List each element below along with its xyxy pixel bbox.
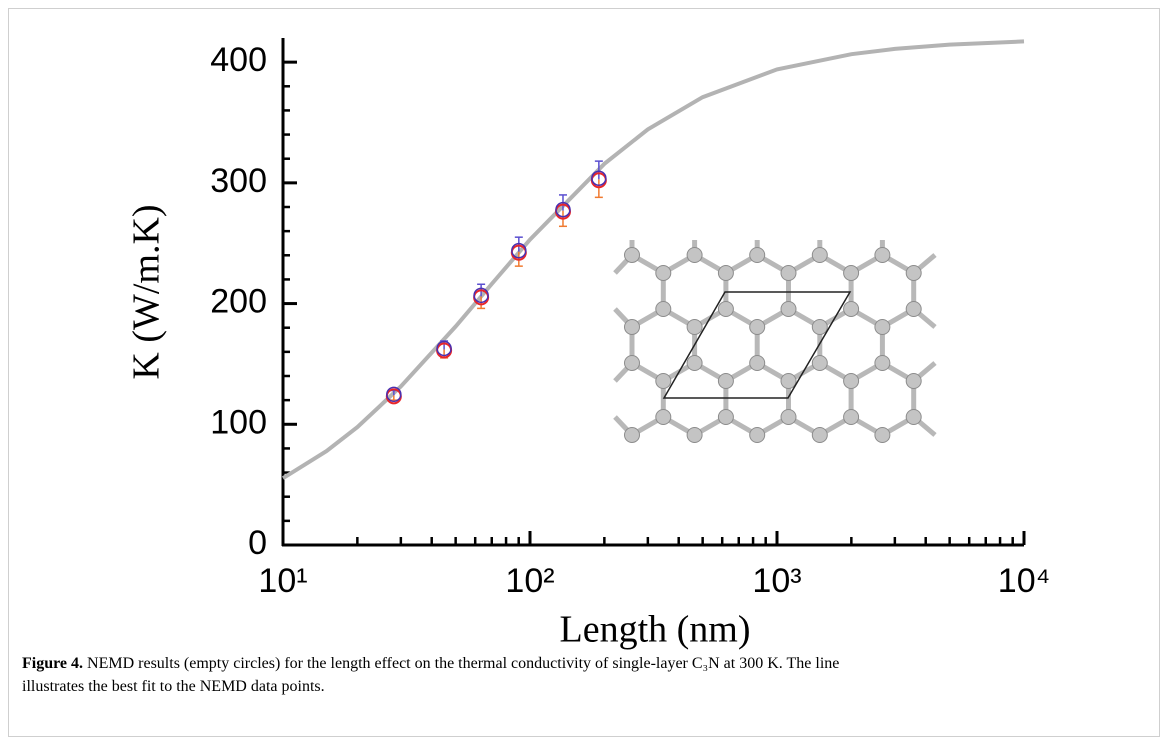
atom xyxy=(781,374,796,389)
atom xyxy=(656,266,671,281)
atom xyxy=(781,410,796,425)
y-tick-label: 400 xyxy=(210,41,267,79)
atom xyxy=(844,410,859,425)
atom xyxy=(656,302,671,317)
atom xyxy=(718,410,733,425)
atom xyxy=(781,302,796,317)
caption-text: illustrates the best fit to the NEMD dat… xyxy=(22,678,325,695)
y-axis-label: K (W/m.K) xyxy=(126,204,168,379)
y-tick-label: 300 xyxy=(210,162,267,200)
atom xyxy=(812,248,827,263)
atom xyxy=(718,266,733,281)
atom xyxy=(844,302,859,317)
figure: Length (nm) K (W/m.K) Figure 4. NEMD res… xyxy=(0,0,1168,745)
atom xyxy=(812,356,827,371)
atom xyxy=(687,428,702,443)
atom xyxy=(750,356,765,371)
atom xyxy=(625,356,640,371)
x-tick-label: 10³ xyxy=(752,562,801,600)
atom xyxy=(718,302,733,317)
caption: Figure 4. NEMD results (empty circles) f… xyxy=(22,655,839,672)
atom xyxy=(812,428,827,443)
x-tick-label: 10⁴ xyxy=(998,562,1050,600)
atom xyxy=(781,266,796,281)
atom xyxy=(875,356,890,371)
atom xyxy=(656,374,671,389)
structure-inset xyxy=(615,240,935,443)
atom xyxy=(625,248,640,263)
atom xyxy=(750,248,765,263)
y-tick-label: 100 xyxy=(210,403,267,441)
atom xyxy=(875,428,890,443)
atom xyxy=(906,374,921,389)
atom xyxy=(718,374,733,389)
atom xyxy=(906,410,921,425)
x-tick-label: 10² xyxy=(505,562,554,600)
atom xyxy=(844,374,859,389)
atom xyxy=(906,266,921,281)
atom xyxy=(625,320,640,335)
atom xyxy=(625,428,640,443)
atom xyxy=(906,302,921,317)
atom xyxy=(687,248,702,263)
atom xyxy=(875,320,890,335)
atom xyxy=(750,320,765,335)
y-tick-label: 0 xyxy=(248,524,267,562)
atom xyxy=(844,266,859,281)
caption-text: NEMD results (empty circles) for the len… xyxy=(87,655,839,672)
caption-label: Figure 4. xyxy=(22,655,83,672)
atom xyxy=(875,248,890,263)
y-tick-label: 200 xyxy=(210,283,267,321)
atom xyxy=(656,410,671,425)
atom xyxy=(750,428,765,443)
x-tick-label: 10¹ xyxy=(258,562,307,600)
atom xyxy=(687,356,702,371)
x-axis-label: Length (nm) xyxy=(559,609,750,651)
atom xyxy=(812,320,827,335)
atom xyxy=(687,320,702,335)
